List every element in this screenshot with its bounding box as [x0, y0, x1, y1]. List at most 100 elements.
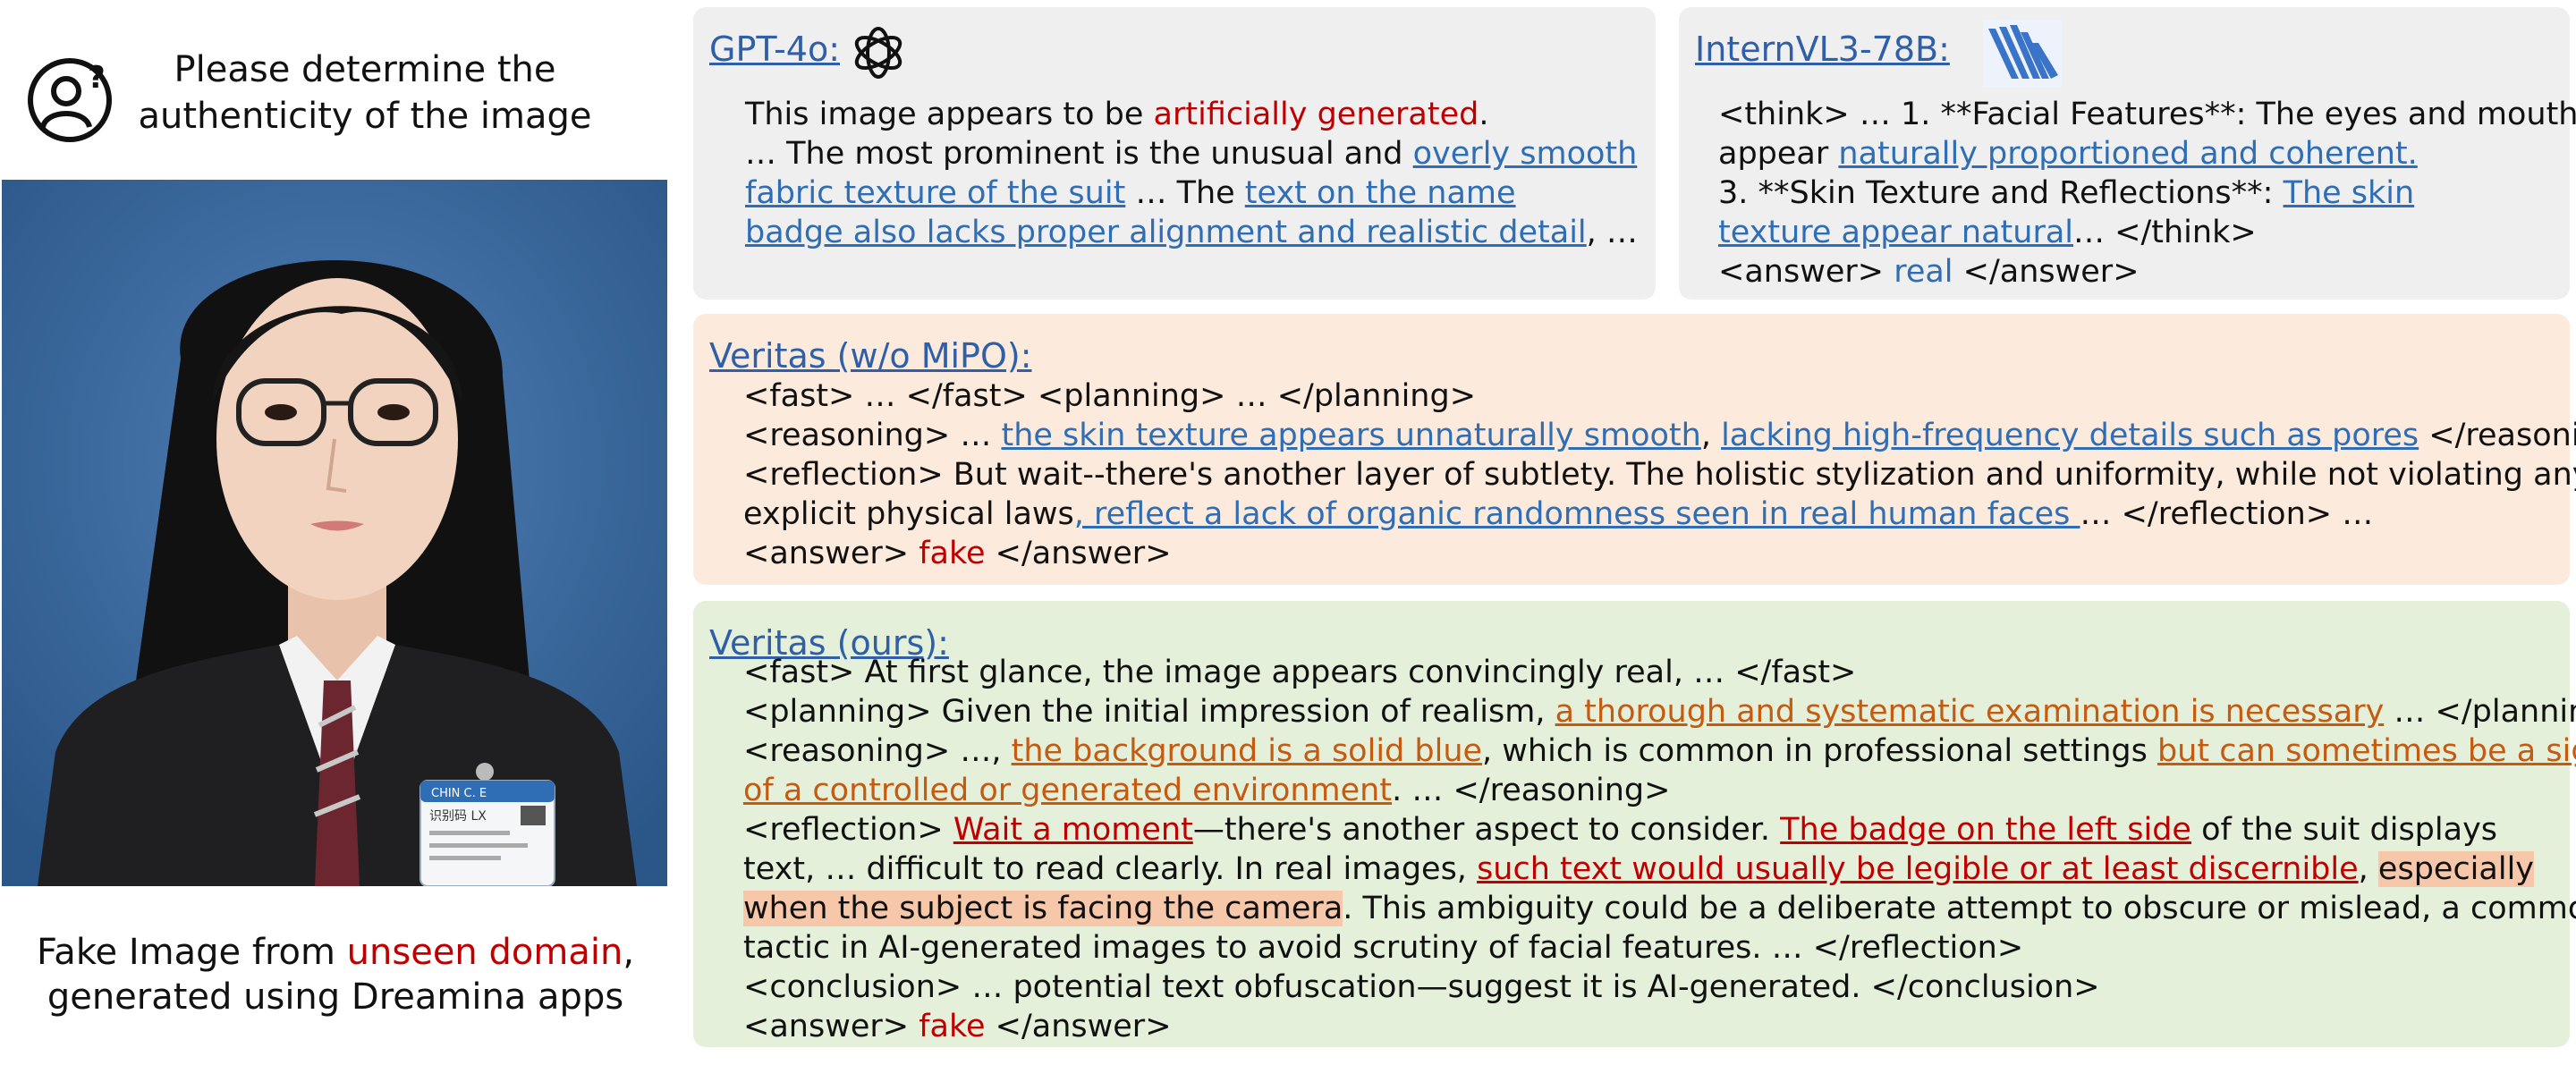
- ours-line-4: of a controlled or generated environment…: [743, 771, 2554, 810]
- wo-line-4: explicit physical laws, reflect a lack o…: [743, 494, 2554, 534]
- caption-suffix: ,: [623, 932, 635, 973]
- internvl-line-1: <think> … 1. **Facial Features**: The ey…: [1718, 97, 2576, 132]
- text-segment: explicit physical laws: [743, 496, 1074, 532]
- text-segment: … </planning>: [2394, 694, 2576, 730]
- gpt4o-line-2: … The most prominent is the unusual and …: [745, 134, 1640, 173]
- ours-line-3: <reasoning> …, the background is a solid…: [743, 731, 2576, 771]
- text-segment: </answer>: [985, 1009, 1172, 1044]
- text-segment: the background is a solid blue: [1011, 733, 1483, 769]
- text-segment: . This ambiguity could be a deliberate a…: [1343, 891, 2576, 926]
- caption-prefix: Fake Image from: [36, 932, 347, 973]
- text-segment: <reasoning> …: [743, 418, 1002, 453]
- text-segment: 3. **Skin Texture and Reflections**:: [1718, 175, 2284, 211]
- text-segment: <planning> Given the initial impression …: [743, 694, 1555, 730]
- text-segment: badge also lacks proper alignment and re…: [745, 215, 1587, 250]
- question-line-1: Please determine the: [174, 49, 556, 90]
- text-segment: <answer>: [743, 536, 919, 571]
- text-segment: … </think>: [2073, 215, 2257, 250]
- ours-line-8: tactic in AI-generated images to avoid s…: [743, 930, 2024, 966]
- internvl-response: <think> … 1. **Facial Features**: The ey…: [1718, 95, 2576, 292]
- portrait-illustration: CHIN C. E 识别码 LX: [2, 180, 667, 886]
- text-segment: fake: [919, 536, 986, 571]
- text-segment: <answer>: [1718, 254, 1894, 290]
- text-segment: … The most prominent is the unusual and: [745, 136, 1413, 172]
- caption-line-2: generated using Dreamina apps: [47, 976, 624, 1018]
- text-segment: , which is common in professional settin…: [1482, 733, 2157, 769]
- text-segment: but can sometimes be a sign: [2157, 733, 2576, 769]
- text-segment: </answer>: [985, 536, 1172, 571]
- text-segment: </reasoning>: [2428, 418, 2576, 453]
- text-segment: of the suit displays: [2190, 812, 2498, 848]
- badge-text-1: CHIN C. E: [431, 787, 487, 800]
- text-segment: artificially generated: [1153, 97, 1479, 132]
- internvl-line-4: texture appear natural… </think>: [1718, 213, 2554, 252]
- text-segment: </answer>: [1953, 254, 2140, 290]
- internvl-line-5: <answer> real </answer>: [1718, 252, 2554, 292]
- gpt4o-title: GPT-4o:: [709, 30, 841, 69]
- internvl-title: InternVL3-78B:: [1695, 30, 1950, 69]
- gpt4o-panel: GPT-4o: This image appears to be artific…: [693, 7, 1656, 300]
- text-segment: text, … difficult to read clearly. In re…: [743, 851, 1478, 887]
- text-segment: … </reflection> …: [2080, 496, 2374, 532]
- text-segment: real: [1894, 254, 1953, 290]
- text-segment: the skin texture appears unnaturally smo…: [1001, 418, 1701, 453]
- text-segment: texture appear natural: [1718, 215, 2074, 250]
- user-question-icon: ?: [28, 58, 112, 142]
- veritas-ours-panel: Veritas (ours): <fast> At first glance, …: [693, 601, 2576, 1047]
- text-segment: overly smooth: [1412, 136, 1638, 172]
- gpt4o-line-4: badge also lacks proper alignment and re…: [745, 213, 1640, 252]
- ours-line-6: text, … difficult to read clearly. In re…: [743, 849, 2554, 889]
- internvl-panel: InternVL3-78B: <think> … 1. **Facial Fea…: [1679, 7, 2576, 300]
- internvl-line-3: 3. **Skin Texture and Reflections**: The…: [1718, 173, 2554, 213]
- ours-line-7: when the subject is facing the camera. T…: [743, 889, 2576, 928]
- text-segment: ,: [1700, 418, 1722, 453]
- text-segment: lacking high-frequency details such as p…: [1721, 418, 2419, 453]
- text-segment: <reasoning> …,: [743, 733, 1012, 769]
- veritas-ours-response: <fast> At first glance, the image appear…: [743, 653, 2576, 1046]
- text-segment: —there's another aspect to consider.: [1192, 812, 1781, 848]
- text-segment: when the subject is facing the camera: [743, 891, 1343, 926]
- veritas-wo-mipo-panel: Veritas (w/o MiPO): <fast> … </fast> <pl…: [693, 314, 2576, 585]
- veritas-wo-mipo-title: Veritas (w/o MiPO):: [709, 336, 1032, 376]
- text-segment: The badge on the left side: [1780, 812, 2191, 848]
- ours-line-9: <conclusion> … potential text obfuscatio…: [743, 969, 2100, 1005]
- text-segment: ,: [2358, 851, 2378, 887]
- text-segment: appear: [1718, 136, 1839, 172]
- question-line-2: authenticity of the image: [138, 96, 592, 137]
- text-segment: a thorough and systematic examination is…: [1555, 694, 2385, 730]
- text-segment: especially: [2377, 851, 2535, 887]
- text-segment: fabric texture of the suit: [745, 175, 1126, 211]
- openai-logo-icon: [854, 27, 902, 79]
- text-segment: This image appears to be: [745, 97, 1154, 132]
- text-segment: .: [1479, 97, 1489, 132]
- image-caption: Fake Image from unseen domain, generated…: [0, 930, 671, 1019]
- text-segment: Wait a moment: [953, 812, 1193, 848]
- gpt4o-line-3: fabric texture of the suit … The text on…: [745, 173, 1640, 213]
- text-segment: fake: [919, 1009, 986, 1044]
- wo-line-1: <fast> … </fast> <planning> … </planning…: [743, 378, 1477, 414]
- veritas-wo-mipo-response: <fast> … </fast> <planning> … </planning…: [743, 376, 2576, 573]
- wo-line-3: <reflection> But wait--there's another l…: [743, 457, 2576, 493]
- text-segment: <reflection>: [743, 812, 953, 848]
- text-segment: such text would usually be legible or at…: [1477, 851, 2359, 887]
- text-segment: , reflect a lack of organic randomness s…: [1073, 496, 2080, 532]
- ours-line-1: <fast> At first glance, the image appear…: [743, 655, 1857, 690]
- portrait-image: CHIN C. E 识别码 LX: [2, 180, 667, 886]
- wo-line-2: <reasoning> … the skin texture appears u…: [743, 416, 2576, 455]
- internvl-logo-icon: [1983, 20, 2062, 88]
- badge-text-2: 识别码 LX: [429, 809, 487, 824]
- text-segment: of a controlled or generated environment: [743, 773, 1393, 808]
- text-segment: . … </reasoning>: [1392, 773, 1671, 808]
- text-segment: text on the name: [1244, 175, 1516, 211]
- ours-line-2: <planning> Given the initial impression …: [743, 692, 2576, 731]
- text-segment: , …: [1586, 215, 1638, 250]
- caption-highlight: unseen domain: [346, 932, 623, 973]
- text-segment: naturally proportioned and coherent.: [1838, 136, 2418, 172]
- svg-text:?: ?: [88, 60, 106, 96]
- question-text: Please determine the authenticity of the…: [123, 46, 606, 139]
- caption-line-1: Fake Image from unseen domain,: [0, 930, 671, 975]
- gpt4o-response: This image appears to be artificially ge…: [745, 95, 1640, 252]
- veritas-ours-title: Veritas (ours):: [709, 623, 949, 663]
- text-segment: <answer>: [743, 1009, 919, 1044]
- ours-line-10: <answer> fake </answer>: [743, 1007, 2554, 1046]
